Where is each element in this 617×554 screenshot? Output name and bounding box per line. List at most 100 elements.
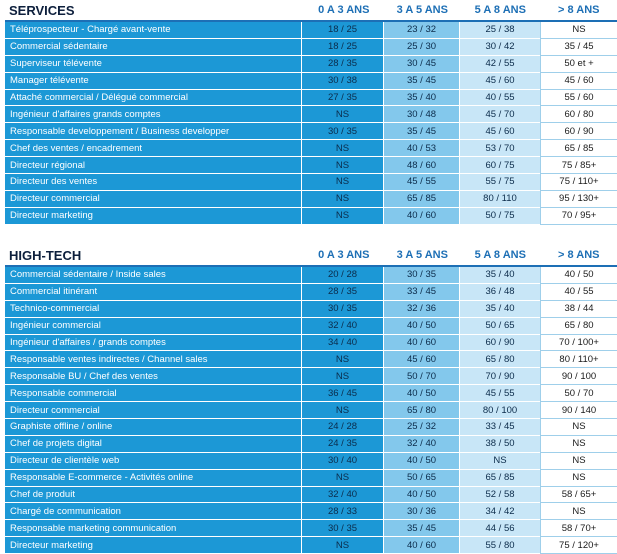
salary-5-8-cell: 35 / 40 — [459, 267, 540, 284]
salary-5-8-cell: 36 / 48 — [459, 284, 540, 301]
salary-0-3-cell: 32 / 40 — [301, 318, 383, 335]
salary-0-3-cell: 28 / 35 — [301, 56, 383, 73]
salary-8-plus-cell: 50 / 70 — [540, 385, 617, 402]
salary-8-plus-cell: NS — [540, 22, 617, 39]
salary-0-3-cell: 30 / 35 — [301, 520, 383, 537]
col-header-3-5: 3 A 5 ANS — [385, 4, 461, 16]
salary-0-3-cell: 27 / 35 — [301, 90, 383, 107]
salary-8-plus-cell: 75 / 120+ — [540, 537, 617, 554]
salary-8-plus-cell: 38 / 44 — [540, 301, 617, 318]
salary-3-5-cell: 25 / 30 — [383, 39, 459, 56]
salary-5-8-cell: 38 / 50 — [459, 436, 540, 453]
job-title-cell: Directeur marketing — [5, 537, 301, 554]
job-title-cell: Directeur de clientèle web — [5, 453, 301, 470]
salary-5-8-cell: 34 / 42 — [459, 503, 540, 520]
section-title: HIGH-TECH — [5, 248, 303, 263]
col-header-8-plus: > 8 ANS — [541, 249, 617, 261]
salary-8-plus-cell: 65 / 85 — [540, 140, 617, 157]
salary-0-3-cell: 34 / 40 — [301, 335, 383, 352]
salary-5-8-cell: 44 / 56 — [459, 520, 540, 537]
salary-5-8-cell: 55 / 75 — [459, 174, 540, 191]
job-title-cell: Responsable commercial — [5, 385, 301, 402]
job-title-cell: Directeur commercial — [5, 191, 301, 208]
salary-5-8-cell: 80 / 110 — [459, 191, 540, 208]
salary-0-3-cell: NS — [301, 174, 383, 191]
salary-0-3-cell: 28 / 33 — [301, 503, 383, 520]
salary-3-5-cell: 50 / 70 — [383, 368, 459, 385]
job-title-cell: Ingénieur d'affaires grands comptes — [5, 106, 301, 123]
salary-3-5-cell: 40 / 60 — [383, 335, 459, 352]
salary-3-5-cell: 35 / 45 — [383, 123, 459, 140]
salary-3-5-cell: 32 / 36 — [383, 301, 459, 318]
salary-8-plus-cell: NS — [540, 453, 617, 470]
salary-5-8-cell: 40 / 55 — [459, 90, 540, 107]
salary-8-plus-cell: 90 / 140 — [540, 402, 617, 419]
salary-5-8-cell: 65 / 80 — [459, 351, 540, 368]
salary-5-8-cell: 45 / 60 — [459, 123, 540, 140]
salary-0-3-cell: 30 / 38 — [301, 73, 383, 90]
salary-0-3-cell: NS — [301, 208, 383, 225]
salary-3-5-cell: 40 / 60 — [383, 537, 459, 554]
job-title-cell: Chef de projets digital — [5, 436, 301, 453]
job-title-cell: Directeur régional — [5, 157, 301, 174]
salary-5-8-cell: 53 / 70 — [459, 140, 540, 157]
job-title-cell: Directeur des ventes — [5, 174, 301, 191]
salary-3-5-cell: 30 / 48 — [383, 106, 459, 123]
salary-3-5-cell: 40 / 50 — [383, 318, 459, 335]
salary-0-3-cell: 28 / 35 — [301, 284, 383, 301]
salary-0-3-cell: NS — [301, 368, 383, 385]
salary-0-3-cell: 30 / 35 — [301, 123, 383, 140]
salary-0-3-cell: NS — [301, 157, 383, 174]
salary-0-3-cell: NS — [301, 470, 383, 487]
salary-0-3-cell: NS — [301, 106, 383, 123]
job-title-cell: Responsable marketing communication — [5, 520, 301, 537]
salary-0-3-cell: 30 / 40 — [301, 453, 383, 470]
salary-5-8-cell: 60 / 75 — [459, 157, 540, 174]
salary-3-5-cell: 65 / 80 — [383, 402, 459, 419]
job-title-cell: Directeur marketing — [5, 208, 301, 225]
salary-0-3-cell: NS — [301, 191, 383, 208]
salary-8-plus-cell: 58 / 65+ — [540, 487, 617, 504]
salary-8-plus-cell: 58 / 70+ — [540, 520, 617, 537]
job-title-cell: Téléprospecteur - Chargé avant-vente — [5, 22, 301, 39]
salary-5-8-cell: 80 / 100 — [459, 402, 540, 419]
salary-0-3-cell: 20 / 28 — [301, 267, 383, 284]
table-row: Responsable E-commerce - Activités onlin… — [5, 470, 617, 487]
salary-5-8-cell: 45 / 55 — [459, 385, 540, 402]
salary-3-5-cell: 35 / 45 — [383, 520, 459, 537]
salary-5-8-cell: 55 / 80 — [459, 537, 540, 554]
salary-3-5-cell: 25 / 32 — [383, 419, 459, 436]
col-header-3-5: 3 A 5 ANS — [385, 249, 461, 261]
salary-5-8-cell: 60 / 90 — [459, 335, 540, 352]
job-title-cell: Chargé de communication — [5, 503, 301, 520]
col-header-5-8: 5 A 8 ANS — [460, 4, 540, 16]
salary-5-8-cell: NS — [459, 453, 540, 470]
salary-3-5-cell: 45 / 60 — [383, 351, 459, 368]
hightech-section: HIGH-TECH 0 A 3 ANS 3 A 5 ANS 5 A 8 ANS … — [5, 245, 617, 554]
salary-0-3-cell: 18 / 25 — [301, 22, 383, 39]
job-title-cell: Technico-commercial — [5, 301, 301, 318]
salary-8-plus-cell: 55 / 60 — [540, 90, 617, 107]
salary-3-5-cell: 35 / 40 — [383, 90, 459, 107]
salary-8-plus-cell: 60 / 80 — [540, 106, 617, 123]
salary-3-5-cell: 30 / 36 — [383, 503, 459, 520]
